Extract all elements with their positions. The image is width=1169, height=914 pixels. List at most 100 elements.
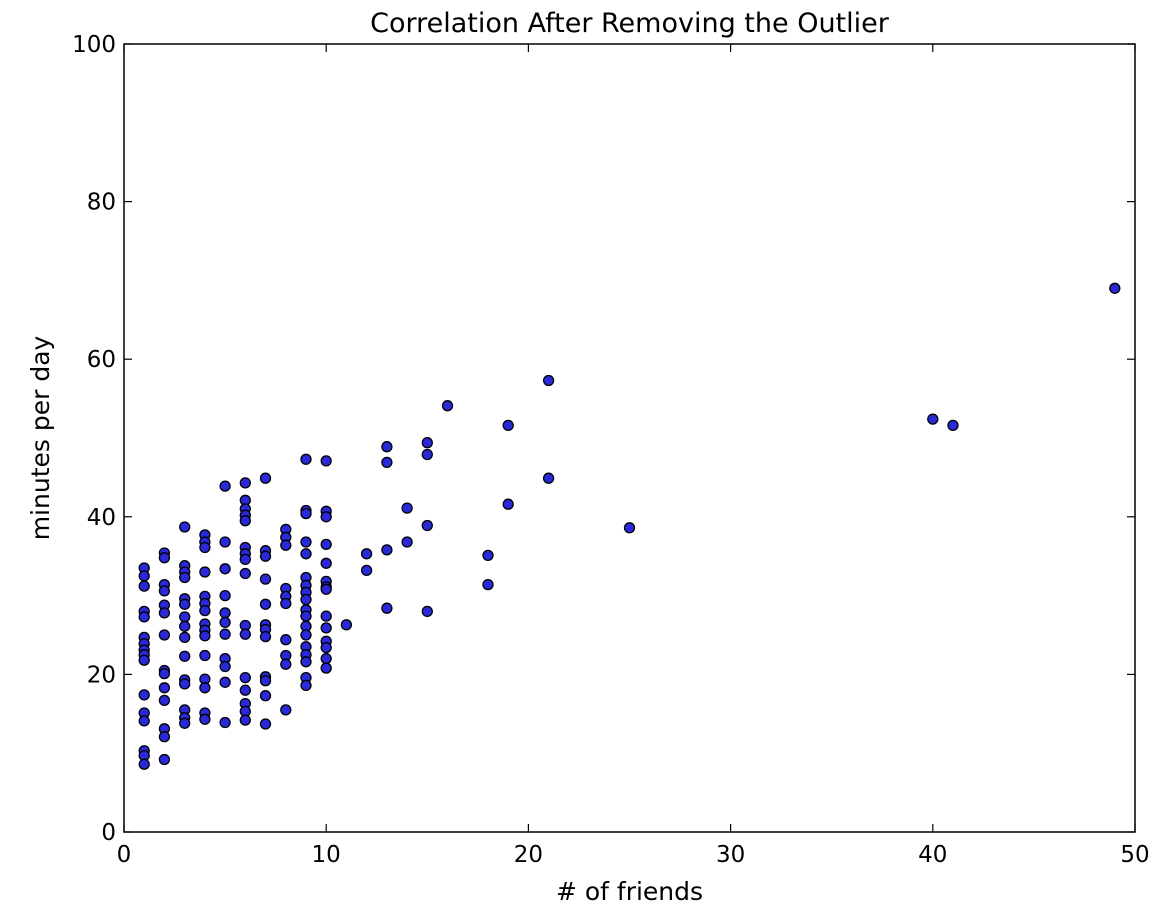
scatter-point [219,616,231,629]
scatter-point [138,689,150,701]
y-tick-label: 80 [87,190,116,216]
scatter-point [158,552,171,564]
scatter-point [158,731,171,743]
scatter-point [542,374,555,387]
scatter-point [320,455,332,467]
scatter-point [219,716,231,729]
x-tick-label: 20 [514,842,543,868]
y-tick-label: 60 [87,347,116,373]
scatter-point [158,682,171,694]
scatter-point [179,521,191,533]
scatter-point [502,419,514,432]
scatter-point [179,678,191,690]
scatter-point [542,472,555,484]
scatter-point [320,610,332,622]
scatter-point [300,629,312,641]
scatter-point [179,571,191,584]
scatter-point [300,548,312,560]
scatter-point [239,671,251,684]
scatter-point [421,437,433,449]
scatter-point [1109,282,1121,294]
scatter-point [199,566,211,578]
scatter-point [219,563,231,575]
scatter-point [300,453,312,465]
scatter-point [401,502,413,514]
scatter-point [482,578,494,591]
scatter-point [300,656,312,668]
scatter-point [259,630,272,643]
scatter-point [320,662,332,674]
plot-frame [123,43,1136,833]
scatter-point [138,654,150,666]
scatter-point [421,605,433,618]
scatter-point [239,714,251,726]
scatter-point [947,419,959,432]
scatter-point [401,536,413,548]
scatter-point [239,477,251,489]
chart-title: Correlation After Removing the Outlier [370,8,890,39]
scatter-point [199,682,211,694]
scatter-point [239,553,251,566]
x-tick-label: 0 [117,842,132,868]
scatter-point [179,650,191,662]
scatter-point [158,629,171,641]
scatter-point [441,400,454,412]
scatter-point [623,522,636,534]
scatter-point [320,583,332,595]
scatter-point [259,472,272,484]
y-tick-label: 100 [72,32,116,58]
scatter-point [927,413,939,425]
scatter-point [300,507,312,520]
scatter-point [138,715,150,727]
scatter-point [239,515,251,527]
scatter-point [199,630,211,642]
scatter-point [219,660,231,673]
scatter-point [179,598,191,610]
scatter-point [259,690,272,702]
scatter-point [300,536,312,548]
scatter-point [482,549,494,562]
scatter-point [300,679,312,692]
scatter-point [381,602,393,614]
scatter-point [199,713,211,725]
scatter-point [320,511,332,523]
scatter-point [340,619,353,631]
scatter-point [219,676,231,688]
scatter-point [280,539,292,551]
scatter-point [259,573,272,585]
scatter-point [219,536,231,548]
scatter-point [138,758,150,770]
scatter-point [381,544,393,556]
scatter-point [219,628,231,640]
scatter-point [179,620,191,632]
data-points [138,282,1121,770]
y-tick-label: 40 [87,505,116,531]
x-tick-label: 30 [716,842,745,868]
scatter-point [320,557,332,569]
scatter-point [179,717,191,729]
scatter-point [179,631,191,644]
scatter-point [219,589,231,602]
scatter-point [421,448,433,461]
scatter-point [259,598,272,610]
scatter-point [199,649,211,662]
scatter-point [320,538,332,551]
scatter-point [320,641,332,654]
scatter-point [280,634,292,646]
scatter-point [280,597,292,610]
scatter-point [259,675,272,687]
x-tick-label: 10 [312,842,341,868]
scatter-point [300,593,312,606]
y-tick-label: 20 [87,662,116,688]
scatter-point [239,684,251,696]
scatter-point [199,604,211,617]
scatter-point [158,667,171,680]
scatter-point [179,611,191,623]
scatter-point [381,441,393,453]
scatter-point [280,704,292,716]
scatter-point [239,628,251,640]
y-tick-label: 0 [101,820,116,846]
scatter-point [502,498,514,510]
